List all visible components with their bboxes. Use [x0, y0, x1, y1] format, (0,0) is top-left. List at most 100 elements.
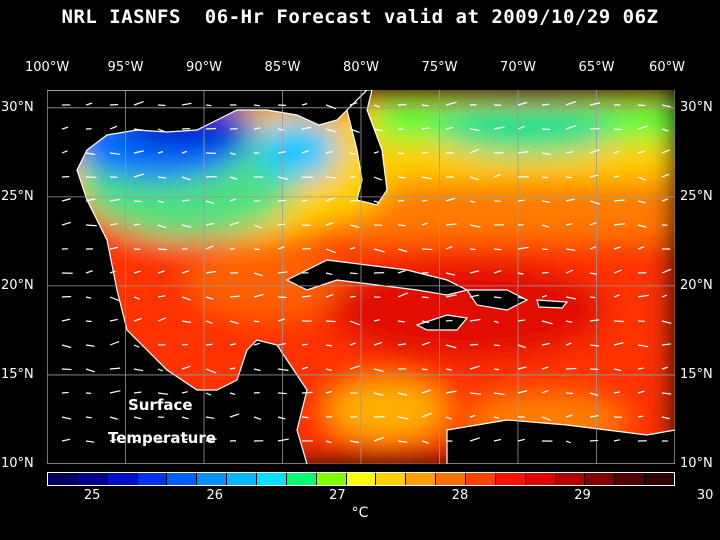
current-arrow — [637, 200, 646, 204]
colorbar-segment — [257, 473, 287, 485]
current-arrow — [157, 104, 166, 107]
current-arrow — [133, 200, 142, 203]
current-arrow — [637, 125, 648, 130]
current-arrow — [229, 295, 240, 298]
current-arrow — [133, 101, 144, 106]
current-arrow — [589, 102, 601, 106]
latitude-label-left: 15°N — [1, 366, 34, 382]
longitude-label: 75°W — [421, 60, 458, 75]
current-arrow — [157, 317, 167, 322]
colorbar-tick-label: 28 — [451, 488, 469, 503]
current-arrow — [397, 392, 408, 396]
current-arrow — [349, 152, 356, 155]
current-arrow — [85, 102, 93, 106]
colorbar-segment — [645, 473, 675, 485]
current-arrow — [469, 392, 481, 395]
current-arrow — [133, 270, 141, 274]
current-arrow — [565, 223, 573, 226]
current-arrow — [565, 367, 577, 370]
current-arrow — [613, 199, 625, 202]
current-arrow — [517, 319, 525, 322]
current-arrow — [445, 245, 453, 250]
current-arrow — [493, 270, 502, 274]
current-arrow — [613, 175, 620, 178]
current-arrow — [133, 173, 145, 178]
current-arrow — [565, 151, 574, 154]
current-arrow — [325, 293, 334, 298]
current-arrow — [301, 126, 312, 130]
current-arrow — [493, 416, 500, 419]
current-arrow — [589, 414, 599, 418]
current-arrow — [397, 103, 407, 106]
current-arrow — [349, 440, 360, 444]
current-arrow — [205, 343, 213, 346]
latitude-label-right: 30°N — [680, 99, 713, 115]
current-arrow — [373, 176, 382, 181]
current-arrow — [157, 392, 169, 395]
current-arrow — [181, 102, 192, 106]
current-arrow — [277, 392, 287, 395]
current-arrow — [181, 224, 192, 228]
current-arrow — [325, 176, 336, 179]
current-arrow — [661, 198, 669, 202]
latitude-label-left: 30°N — [1, 99, 34, 115]
current-arrow — [517, 390, 528, 394]
current-arrow — [205, 245, 214, 250]
current-arrow — [565, 296, 577, 300]
current-arrow — [229, 176, 238, 180]
current-arrow — [589, 174, 599, 178]
current-arrow — [325, 197, 336, 202]
current-arrow — [445, 319, 453, 322]
current-arrow — [301, 343, 308, 346]
current-arrow — [397, 440, 408, 443]
current-arrow — [421, 296, 429, 299]
colorbar-tick-label: 25 — [83, 488, 101, 503]
latitude-label-left: 25°N — [1, 188, 34, 204]
current-arrow — [85, 152, 96, 156]
current-arrow — [133, 344, 140, 348]
current-arrow — [397, 269, 406, 274]
current-arrow — [421, 248, 433, 251]
current-arrow — [469, 437, 480, 442]
current-arrow — [469, 270, 480, 274]
current-arrow — [445, 368, 452, 371]
current-arrow — [517, 296, 524, 300]
current-arrow — [541, 342, 550, 346]
current-arrow — [565, 176, 573, 179]
current-arrow — [157, 151, 164, 154]
current-arrow — [133, 391, 142, 394]
current-arrow — [421, 127, 430, 130]
current-arrow — [85, 224, 97, 227]
current-arrow — [205, 296, 214, 300]
current-arrow — [661, 104, 671, 108]
current-arrow — [109, 367, 121, 370]
current-arrow — [373, 392, 384, 396]
current-arrow — [373, 368, 384, 372]
current-arrow — [157, 176, 167, 179]
current-arrow — [109, 223, 118, 226]
current-arrow — [469, 294, 480, 298]
current-arrow — [133, 368, 144, 372]
current-arrow — [205, 438, 217, 442]
current-arrow — [253, 293, 264, 298]
current-arrow — [301, 295, 311, 298]
current-arrow — [277, 368, 289, 371]
colorbar-segment — [525, 473, 556, 485]
current-arrow — [445, 126, 454, 130]
current-arrow — [253, 272, 263, 277]
colorbar-segment — [316, 473, 347, 485]
current-arrow — [421, 440, 429, 444]
colorbar-unit: °C — [351, 505, 369, 521]
colorbar-segment — [77, 473, 108, 485]
current-arrow — [661, 320, 672, 324]
current-arrow — [181, 438, 189, 442]
current-arrow — [181, 343, 188, 346]
current-arrow — [205, 416, 215, 419]
current-arrow — [229, 320, 239, 325]
current-arrow — [469, 148, 480, 154]
current-arrow — [277, 151, 286, 154]
current-arrow — [613, 294, 620, 298]
current-arrow — [541, 152, 551, 156]
current-arrow — [589, 200, 601, 205]
current-arrow — [541, 176, 548, 179]
